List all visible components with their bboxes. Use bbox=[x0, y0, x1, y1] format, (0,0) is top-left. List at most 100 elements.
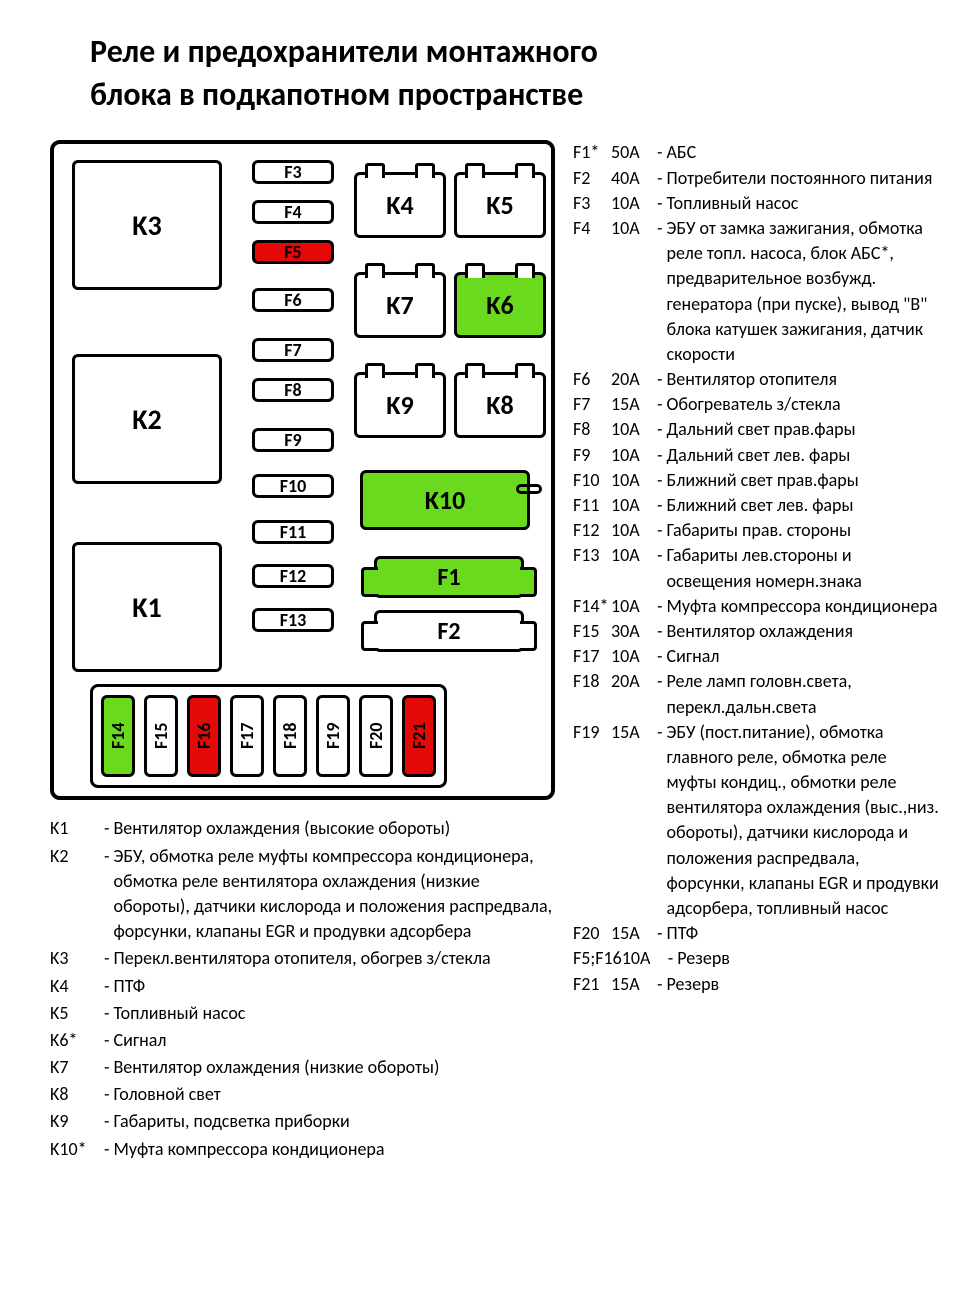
connector-pill bbox=[516, 484, 542, 494]
legend-sep: - bbox=[653, 669, 667, 719]
legend-key: F18 bbox=[573, 669, 611, 719]
legend-desc: Топливный насос bbox=[114, 1001, 555, 1026]
legend-key: F19 bbox=[573, 720, 611, 922]
legend-desc: ПТФ bbox=[114, 974, 555, 999]
legend-sep: - bbox=[664, 946, 678, 971]
legend-key: F8 bbox=[573, 417, 611, 442]
fuse-f12: F12 bbox=[252, 564, 334, 588]
legend-key: F13 bbox=[573, 543, 611, 593]
relay-k9: K9 bbox=[354, 372, 446, 438]
legend-desc: Ближний свет лев. фары bbox=[667, 493, 940, 518]
legend-desc: Вентилятор охлаждения (низкие обороты) bbox=[114, 1055, 555, 1080]
legend-key: F17 bbox=[573, 644, 611, 669]
legend-desc: Муфта компрессора кондиционера bbox=[667, 594, 940, 619]
legend-sep: - bbox=[653, 417, 667, 442]
title-line-1: Реле и предохранители монтажного bbox=[90, 30, 940, 73]
fuse-f15: F15 bbox=[144, 695, 178, 777]
legend-amp: 10A bbox=[611, 518, 653, 543]
legend-row-f20: F2015A-ПТФ bbox=[573, 921, 940, 946]
relay-k8: K8 bbox=[454, 372, 546, 438]
legend-desc: Потребители постоянного питания bbox=[667, 166, 940, 191]
legend-sep: - bbox=[653, 594, 667, 619]
legend-sep: - bbox=[653, 518, 667, 543]
legend-row-f11: F1110A-Ближний свет лев. фары bbox=[573, 493, 940, 518]
legend-key: K1 bbox=[50, 816, 100, 841]
legend-sep: - bbox=[653, 392, 667, 417]
title-line-2: блока в подкапотном пространстве bbox=[90, 73, 940, 116]
legend-key: F9 bbox=[573, 443, 611, 468]
legend-key: K6* bbox=[50, 1028, 100, 1053]
legend-desc: Дальний свет прав.фары bbox=[667, 417, 940, 442]
legend-row-k9: K9-Габариты, подсветка приборки bbox=[50, 1109, 555, 1134]
legend-sep: - bbox=[653, 720, 667, 922]
legend-desc: Головной свет bbox=[114, 1082, 555, 1107]
legend-desc: Перекл.вентилятора отопителя, обогрев з/… bbox=[114, 946, 555, 971]
legend-desc: ПТФ bbox=[667, 921, 940, 946]
legend-amp: 10A bbox=[622, 946, 664, 971]
legend-row-f9: F910A-Дальний свет лев. фары bbox=[573, 443, 940, 468]
legend-amp: 10A bbox=[611, 443, 653, 468]
legend-row-f17: F1710A-Сигнал bbox=[573, 644, 940, 669]
legend-key: F1* bbox=[573, 140, 611, 165]
legend-row-f3: F310A-Топливный насос bbox=[573, 191, 940, 216]
legend-sep: - bbox=[653, 972, 667, 997]
legend-desc: Муфта компрессора кондиционера bbox=[114, 1137, 555, 1162]
relay-k4: K4 bbox=[354, 172, 446, 238]
legend-desc: Резерв bbox=[667, 972, 940, 997]
legend-desc: Дальний свет лев. фары bbox=[667, 443, 940, 468]
legend-amp: 30A bbox=[611, 619, 653, 644]
legend-desc: Габариты, подсветка приборки bbox=[114, 1109, 555, 1134]
relay-k2: K2 bbox=[72, 354, 222, 484]
legend-row-k3: K3-Перекл.вентилятора отопителя, обогрев… bbox=[50, 946, 555, 971]
fuse-legend: F1*50A-АБСF240A-Потребители постоянного … bbox=[573, 140, 940, 996]
legend-row-f18: F1820A-Реле ламп головн.света, перекл.да… bbox=[573, 669, 940, 719]
legend-key: F4 bbox=[573, 216, 611, 367]
legend-desc: Топливный насос bbox=[667, 191, 940, 216]
legend-key: K2 bbox=[50, 844, 100, 945]
legend-key: K3 bbox=[50, 946, 100, 971]
legend-row-f1: F1*50A-АБС bbox=[573, 140, 940, 165]
fuse-f13: F13 bbox=[252, 608, 334, 632]
legend-amp: 15A bbox=[611, 921, 653, 946]
relay-k5: K5 bbox=[454, 172, 546, 238]
legend-desc: Вентилятор охлаждения (высокие обороты) bbox=[114, 816, 555, 841]
legend-sep: - bbox=[653, 191, 667, 216]
legend-row-f15: F1530A- Вентилятор охлаждения bbox=[573, 619, 940, 644]
legend-key: F5;F16 bbox=[573, 946, 622, 971]
legend-sep: - bbox=[100, 1109, 114, 1134]
legend-key: F2 bbox=[573, 166, 611, 191]
legend-key: F7 bbox=[573, 392, 611, 417]
fuse-f10: F10 bbox=[252, 474, 334, 498]
fuse-f5: F5 bbox=[252, 240, 334, 264]
bottom-fuse-group: F14F15F16F17F18F19F20F21 bbox=[90, 684, 447, 788]
legend-amp: 50A bbox=[611, 140, 653, 165]
legend-amp: 10A bbox=[611, 191, 653, 216]
legend-key: K5 bbox=[50, 1001, 100, 1026]
legend-sep: - bbox=[653, 468, 667, 493]
legend-row-k8: K8-Головной свет bbox=[50, 1082, 555, 1107]
legend-row-k4: K4-ПТФ bbox=[50, 974, 555, 999]
legend-sep: - bbox=[100, 844, 114, 945]
fuse-f7: F7 bbox=[252, 338, 334, 362]
fuse-f1: F1 bbox=[374, 556, 524, 598]
legend-amp: 10A bbox=[611, 468, 653, 493]
legend-sep: - bbox=[653, 216, 667, 367]
fuse-box-diagram: K3K2K1F3F4F5F6F7F8F9F10F11F12F13K4K5K7K6… bbox=[50, 140, 555, 800]
legend-amp: 15A bbox=[611, 972, 653, 997]
legend-row-k10: K10*-Муфта компрессора кондиционера bbox=[50, 1137, 555, 1162]
legend-row-f5f16: F5;F1610A-Резерв bbox=[573, 946, 940, 971]
legend-row-f19: F1915A-ЭБУ (пост.питание), обмотка главн… bbox=[573, 720, 940, 922]
legend-sep: - bbox=[653, 493, 667, 518]
legend-desc: Вентилятор отопителя bbox=[667, 367, 940, 392]
legend-amp: 10A bbox=[611, 594, 653, 619]
legend-key: F21 bbox=[573, 972, 611, 997]
legend-row-f4: F410A-ЭБУ от замка зажигания, обмотка ре… bbox=[573, 216, 940, 367]
legend-amp: 10A bbox=[611, 644, 653, 669]
legend-sep: - bbox=[100, 974, 114, 999]
legend-row-k2: K2-ЭБУ, обмотка реле муфты компрессора к… bbox=[50, 844, 555, 945]
legend-sep: - bbox=[653, 921, 667, 946]
legend-amp: 10A bbox=[611, 216, 653, 367]
legend-row-f10: F1010A-Ближний свет прав.фары bbox=[573, 468, 940, 493]
legend-row-k1: K1-Вентилятор охлаждения (высокие оборот… bbox=[50, 816, 555, 841]
legend-sep: - bbox=[100, 816, 114, 841]
